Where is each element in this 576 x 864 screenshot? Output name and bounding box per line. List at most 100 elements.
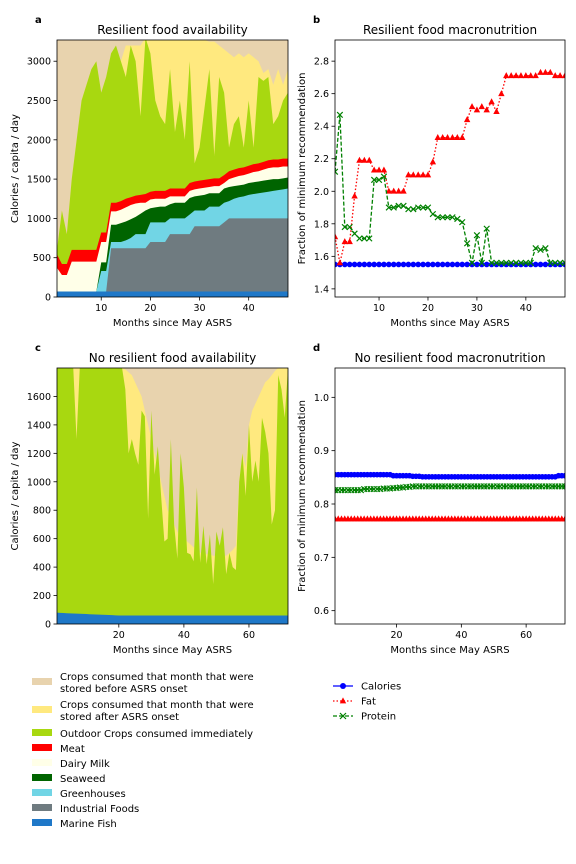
marker-calories xyxy=(454,261,461,268)
marker-calories xyxy=(434,261,441,268)
marker-fat xyxy=(439,133,446,140)
x-tick-label: 10 xyxy=(95,303,107,314)
legend-item: Crops consumed that month that were store… xyxy=(32,672,254,695)
legend-label: Outdoor Crops consumed immediately xyxy=(60,729,253,740)
marker-protein xyxy=(449,214,456,221)
marker-protein xyxy=(410,205,417,213)
marker-fat xyxy=(449,133,456,140)
marker-calories xyxy=(532,261,539,268)
marker-protein xyxy=(400,202,407,210)
marker-calories xyxy=(335,261,338,268)
marker-calories xyxy=(483,261,490,268)
legend-swatch xyxy=(32,774,52,781)
marker-calories xyxy=(547,261,554,268)
marker-protein xyxy=(419,204,427,211)
marker-fat xyxy=(444,133,451,140)
marker-fat xyxy=(552,72,559,79)
marker-fat xyxy=(454,133,461,140)
y-tick-label: 1.0 xyxy=(314,393,329,404)
legend-lines: Calories Fat Protein xyxy=(333,682,401,723)
x-axis-label: Months since May ASRS xyxy=(113,318,232,329)
marker-protein xyxy=(434,214,441,221)
marker-calories xyxy=(376,261,382,268)
y-tick-label: 2.0 xyxy=(314,187,329,198)
y-axis-label: Fraction of minimum recommendation xyxy=(297,73,308,265)
x-tick-label: 20 xyxy=(113,630,125,641)
marker-fat xyxy=(419,171,427,178)
marker-protein xyxy=(380,173,388,180)
marker-calories xyxy=(542,261,549,268)
marker-protein xyxy=(459,218,466,226)
y-axis-label: Calories / capita / day xyxy=(10,441,21,550)
y-tick-label: 1.8 xyxy=(314,219,329,230)
x-tick-label: 20 xyxy=(144,303,156,314)
marker-protein xyxy=(444,214,451,221)
marker-calories xyxy=(405,261,412,268)
plot-area-d xyxy=(335,471,565,522)
marker-protein xyxy=(542,244,549,252)
marker-protein xyxy=(429,210,437,218)
x-tick-label: 40 xyxy=(520,303,532,314)
marker-protein xyxy=(463,240,471,247)
marker-protein xyxy=(356,235,363,242)
marker-calories xyxy=(479,261,485,268)
y-tick-label: 0 xyxy=(45,293,51,304)
x-axis-label: Months since May ASRS xyxy=(390,645,509,656)
marker-fat xyxy=(424,171,432,178)
y-tick-label: 2.4 xyxy=(314,122,329,133)
marker-protein xyxy=(537,246,544,254)
legend-areas: Crops consumed that month that were store… xyxy=(32,672,254,830)
marker-fat xyxy=(459,133,466,140)
legend-swatch xyxy=(32,789,52,796)
plot-area-b xyxy=(335,68,565,268)
legend-swatch xyxy=(32,706,52,713)
y-tick-label: 600 xyxy=(33,534,51,545)
marker-protein xyxy=(405,205,412,213)
marker-calories xyxy=(351,261,358,268)
line-protein xyxy=(335,114,565,264)
marker-fat xyxy=(532,72,539,79)
marker-calories xyxy=(444,261,451,268)
y-tick-label: 1400 xyxy=(27,420,51,431)
marker-protein xyxy=(532,244,539,252)
marker-protein xyxy=(361,235,368,242)
marker-fat xyxy=(493,107,500,114)
legend-item: Dairy Milk xyxy=(32,759,110,770)
area-marine-fish xyxy=(57,291,288,297)
y-tick-label: 2000 xyxy=(27,135,51,146)
marker-calories xyxy=(459,261,466,268)
marker-fat xyxy=(380,166,388,173)
marker-fat xyxy=(434,133,441,140)
marker-fat xyxy=(351,192,358,199)
y-tick-label: 1200 xyxy=(27,449,51,460)
legend-item: Meat xyxy=(32,744,85,755)
marker-protein xyxy=(517,259,525,267)
marker-calories xyxy=(356,261,363,268)
legend-item: Marine Fish xyxy=(32,819,117,830)
y-tick-label: 1.6 xyxy=(314,252,329,263)
marker-protein xyxy=(346,223,353,231)
panel-letter: b xyxy=(313,15,320,26)
marker-calories xyxy=(537,261,544,268)
x-tick-label: 20 xyxy=(422,303,434,314)
legend-label: Crops consumed that month that were store… xyxy=(60,672,254,695)
x-tick-label: 30 xyxy=(471,303,483,314)
marker-calories xyxy=(400,261,407,268)
legend-item: Industrial Foods xyxy=(32,804,139,815)
y-tick-label: 2.2 xyxy=(314,154,329,165)
marker-fat xyxy=(410,171,417,178)
panel-b: 10 20 30 40 1.4 1.6 1.8 2.0 2.2 2.4 2.6 2.8 Resilien… xyxy=(297,15,566,329)
marker-fat xyxy=(522,72,530,79)
legend-marker xyxy=(340,683,346,689)
y-tick-label: 500 xyxy=(33,253,51,264)
y-tick-label: 800 xyxy=(33,506,51,517)
legend-label: Greenhouses xyxy=(60,789,126,800)
legend-label: Dairy Milk xyxy=(60,759,110,770)
marker-calories xyxy=(420,261,426,268)
marker-protein xyxy=(483,225,490,232)
marker-protein xyxy=(503,259,510,267)
marker-fat xyxy=(498,90,505,97)
marker-calories xyxy=(415,261,421,268)
y-tick-label: 1000 xyxy=(27,477,51,488)
legend-label-line: stored before ASRS onset xyxy=(60,684,188,695)
